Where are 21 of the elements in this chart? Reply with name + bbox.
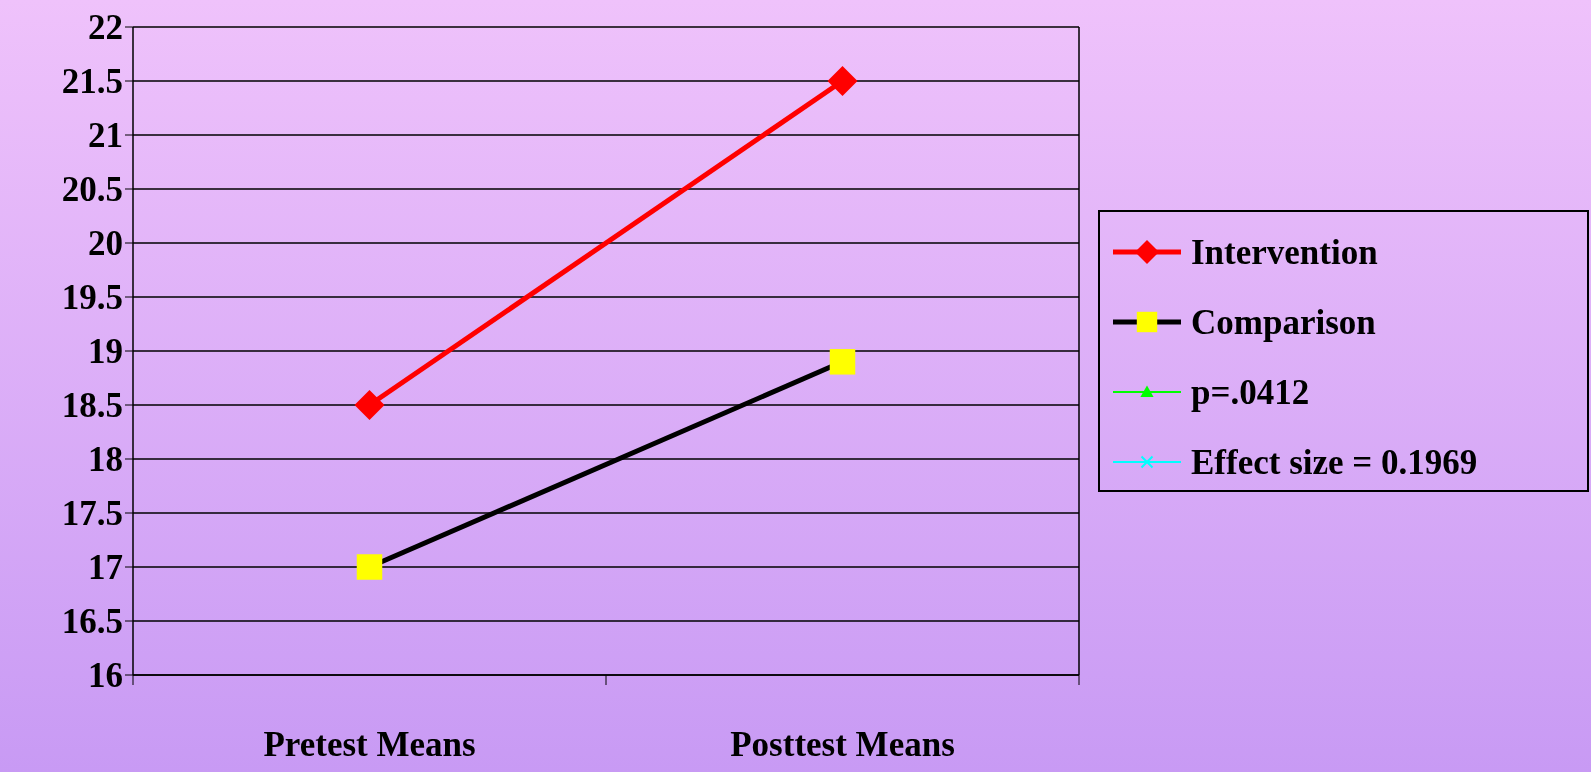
y-tick-label: 16 [88, 656, 123, 696]
y-tick-label: 21.5 [61, 62, 123, 102]
legend-label: Comparison [1191, 303, 1376, 343]
y-tick-label: 20.5 [61, 170, 123, 210]
legend-label: Effect size = 0.1969 [1191, 443, 1478, 483]
legend-label: p=.0412 [1191, 373, 1310, 413]
point [827, 66, 858, 96]
x-tick-label: Pretest Means [263, 725, 476, 764]
y-tick-label: 16.5 [61, 602, 123, 642]
y-tick-label: 17 [88, 548, 123, 588]
y-tick-label: 18.5 [61, 386, 123, 426]
x-tick-label: Posttest Means [730, 725, 955, 764]
y-tick-label: 18 [88, 440, 123, 480]
legend-label: Intervention [1191, 233, 1378, 273]
y-tick-label: 22 [88, 8, 123, 48]
point [354, 390, 385, 420]
y-tick-label: 20 [88, 224, 123, 264]
y-tick-label: 19.5 [61, 278, 123, 318]
y-tick-label: 19 [88, 332, 123, 372]
y-tick-label: 17.5 [61, 494, 123, 534]
y-tick-label: 21 [88, 116, 123, 156]
